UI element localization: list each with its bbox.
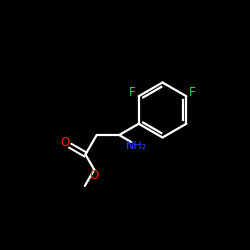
- Text: NH₂: NH₂: [126, 140, 147, 150]
- Text: F: F: [129, 86, 136, 99]
- Text: F: F: [189, 86, 196, 99]
- Text: O: O: [90, 169, 99, 182]
- Text: O: O: [60, 136, 70, 149]
